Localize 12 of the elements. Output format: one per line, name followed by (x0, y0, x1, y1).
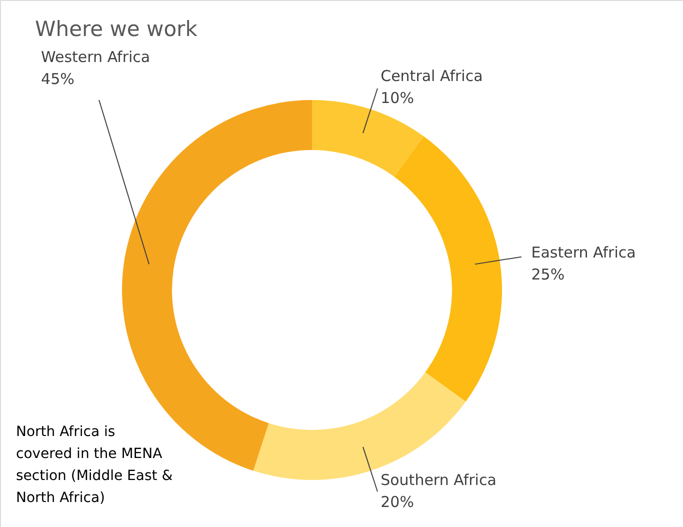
data-label: 25% (531, 265, 565, 284)
slice-label: Eastern Africa (531, 243, 636, 262)
donut-slice (122, 100, 312, 471)
donut-slice (394, 136, 502, 402)
data-label: 10% (380, 88, 414, 107)
data-label: 20% (380, 493, 414, 512)
data-label: 45% (41, 70, 74, 88)
slice-label: Central Africa (380, 66, 483, 85)
chart-title: Where we work (35, 17, 198, 41)
text: North Africa is covered in the MENA section (Middle East & North Africa) (16, 424, 173, 506)
slice-label: Western Africa (41, 48, 150, 66)
slice-label: Southern Africa (380, 471, 496, 490)
